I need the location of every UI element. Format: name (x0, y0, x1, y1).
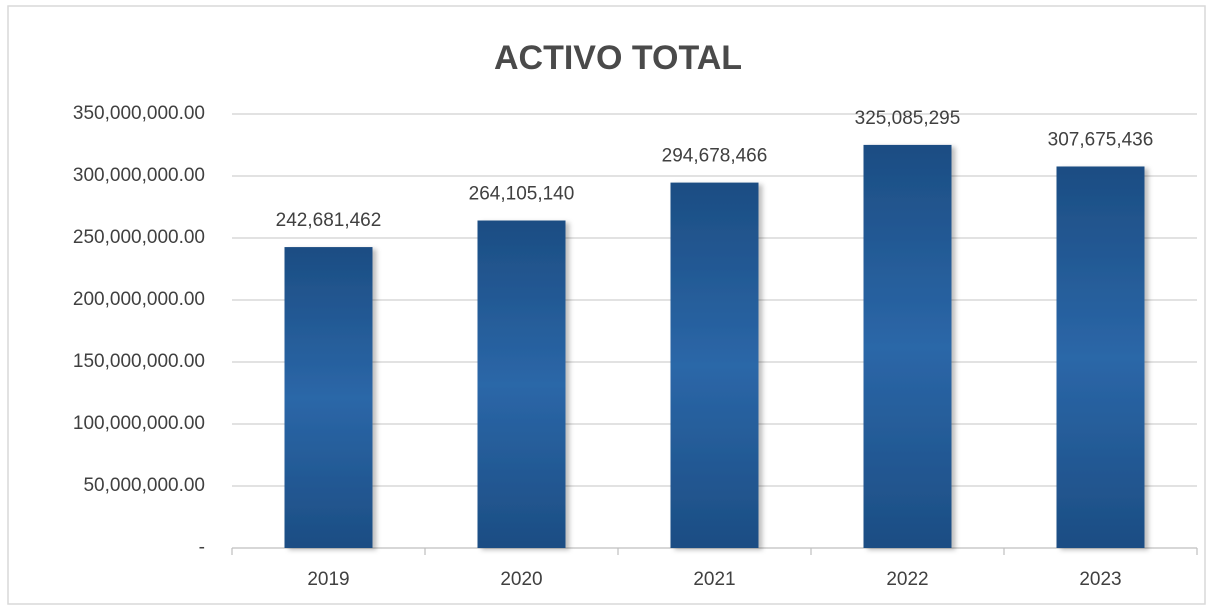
y-tick-label: 200,000,000.00 (73, 289, 205, 310)
y-tick-label: 350,000,000.00 (73, 103, 205, 124)
y-tick-label: 300,000,000.00 (73, 165, 205, 186)
bar (477, 220, 566, 548)
data-label: 242,681,462 (276, 210, 382, 231)
bar (863, 144, 952, 549)
y-tick-label: - (199, 537, 205, 558)
x-tick-label: 2022 (886, 569, 928, 590)
chart-title: ACTIVO TOTAL (494, 39, 742, 77)
bar (1056, 166, 1145, 548)
bar (284, 247, 373, 548)
x-tick-label: 2023 (1079, 569, 1121, 590)
data-label: 264,105,140 (469, 184, 575, 205)
y-tick-label: 100,000,000.00 (73, 413, 205, 434)
x-tick-label: 2019 (307, 569, 349, 590)
data-label: 294,678,466 (662, 146, 768, 167)
chart-frame (7, 5, 1206, 605)
y-tick-label: 250,000,000.00 (73, 227, 205, 248)
y-tick-label: 150,000,000.00 (73, 351, 205, 372)
x-tick-label: 2021 (693, 569, 735, 590)
data-label: 307,675,436 (1048, 129, 1154, 150)
x-tick-label: 2020 (500, 569, 542, 590)
y-tick-label: 50,000,000.00 (83, 475, 205, 496)
data-label: 325,085,295 (855, 108, 961, 129)
bar (670, 182, 759, 549)
